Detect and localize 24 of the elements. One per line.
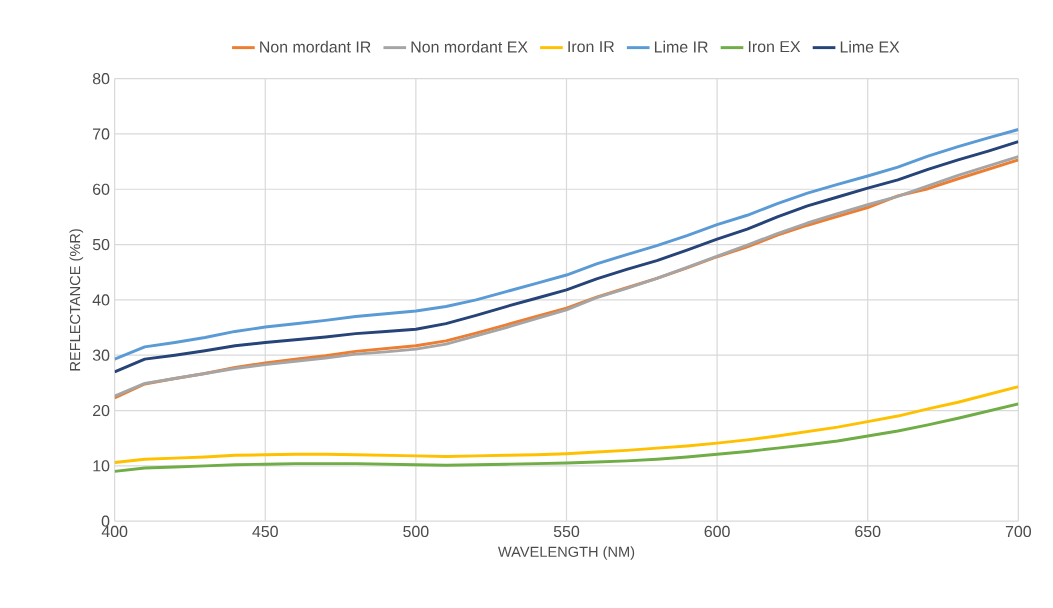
legend-label: Iron IR (568, 41, 614, 53)
y-tick-label: 70 (93, 128, 110, 140)
y-tick-label: 10 (93, 460, 110, 472)
x-tick-label: 500 (403, 525, 429, 538)
y-tick-label: 60 (93, 183, 110, 195)
y-tick-label: 0 (101, 515, 110, 527)
x-tick-label: 550 (553, 525, 580, 538)
x-axis-title: WAVELENGTH (NM) (497, 546, 635, 560)
y-axis-title: REFLECTANCE (%R) (69, 229, 84, 371)
y-tick-label: 30 (92, 349, 110, 361)
y-tick-label: 40 (92, 294, 110, 306)
y-tick-label: 80 (92, 73, 110, 85)
x-tick-label: 450 (252, 525, 278, 538)
legend-label: Non mordant IR (260, 40, 371, 53)
legend-label: Lime IR (654, 40, 708, 53)
y-tick-label: 50 (92, 239, 110, 251)
x-tick-label: 700 (1005, 525, 1032, 538)
legend-label: Non mordant EX (411, 40, 528, 53)
x-tick-label: 400 (101, 525, 128, 538)
y-tick-label: 20 (93, 404, 110, 417)
legend-label: Iron EX (748, 41, 801, 53)
legend-label: Lime EX (840, 40, 900, 53)
x-tick-label: 650 (855, 525, 881, 538)
x-tick-label: 600 (704, 525, 730, 538)
